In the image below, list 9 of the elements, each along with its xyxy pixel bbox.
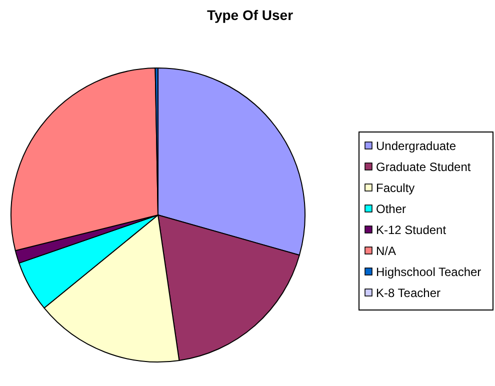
legend-label: N/A [376,244,396,258]
legend-label: K-8 Teacher [376,286,440,300]
legend-label: Graduate Student [376,160,472,174]
legend-label: Faculty [376,181,415,195]
legend-label: Highschool Teacher [376,265,482,279]
legend-label: Other [376,202,406,216]
chart-title: Type Of User [206,7,294,23]
legend-label: Undergraduate [376,139,456,153]
legend-label: K-12 Student [376,223,447,237]
